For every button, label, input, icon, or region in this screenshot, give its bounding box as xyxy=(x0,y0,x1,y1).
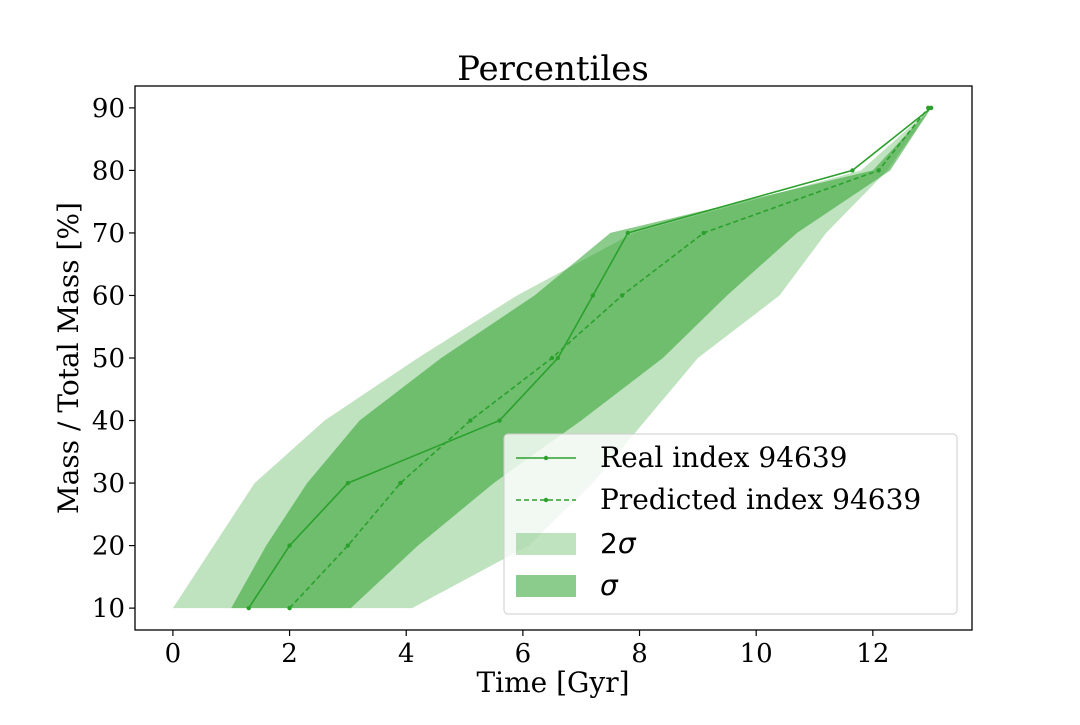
series-point xyxy=(246,605,251,611)
series-point xyxy=(345,480,351,486)
series-point xyxy=(555,355,561,361)
x-axis-label: Time [Gyr] xyxy=(476,666,629,699)
legend-box xyxy=(503,433,958,615)
series-point xyxy=(850,168,855,173)
series-point xyxy=(876,168,881,173)
x-tick-label: 8 xyxy=(631,639,648,669)
legend-label-2sigma: 2σ xyxy=(600,527,637,560)
legend-label-real: Real index 94639 xyxy=(600,441,847,474)
y-tick-label: 50 xyxy=(92,344,125,374)
x-tick-label: 2 xyxy=(281,639,298,669)
x-tick-label: 0 xyxy=(165,639,182,669)
series-point xyxy=(287,605,292,611)
series-point xyxy=(619,293,625,298)
series-point xyxy=(590,293,596,298)
series-point xyxy=(549,355,555,361)
x-tick-label: 12 xyxy=(856,639,889,669)
series-point xyxy=(345,543,351,548)
series-point xyxy=(701,230,706,236)
legend-marker xyxy=(543,497,549,503)
x-tick-label: 10 xyxy=(740,639,773,669)
y-tick-label: 60 xyxy=(92,281,125,311)
y-tick-label: 30 xyxy=(92,469,125,499)
y-axis-label: Mass / Total Mass [%] xyxy=(52,202,85,514)
series-point xyxy=(625,230,631,236)
legend-label-number: 2 xyxy=(600,527,618,560)
legend-swatch-2sigma xyxy=(516,533,576,555)
series-predicted xyxy=(287,105,931,611)
y-tick-label: 80 xyxy=(92,156,125,186)
series-point xyxy=(468,418,473,423)
legend-swatch-sigma xyxy=(516,575,576,597)
series-point xyxy=(287,543,292,548)
y-tick-label: 20 xyxy=(92,532,125,562)
x-tick-label: 6 xyxy=(515,639,532,669)
chart-title: Percentiles xyxy=(457,49,649,89)
y-tick-label: 10 xyxy=(92,594,125,624)
legend-marker xyxy=(543,455,549,461)
y-tick-label: 40 xyxy=(92,407,125,437)
x-tick-label: 4 xyxy=(398,639,415,669)
y-tick-label: 90 xyxy=(92,94,125,124)
legend-label-symbol: σ xyxy=(600,569,619,602)
series-point xyxy=(398,480,403,486)
y-tick-label: 70 xyxy=(92,219,125,249)
band-sigma xyxy=(231,107,932,609)
series-point xyxy=(926,105,931,111)
series-point xyxy=(497,418,502,423)
legend-label-sigma: σ xyxy=(600,569,619,602)
legend-label-predicted: Predicted index 94639 xyxy=(600,483,921,516)
legend-label-symbol: σ xyxy=(618,527,637,560)
